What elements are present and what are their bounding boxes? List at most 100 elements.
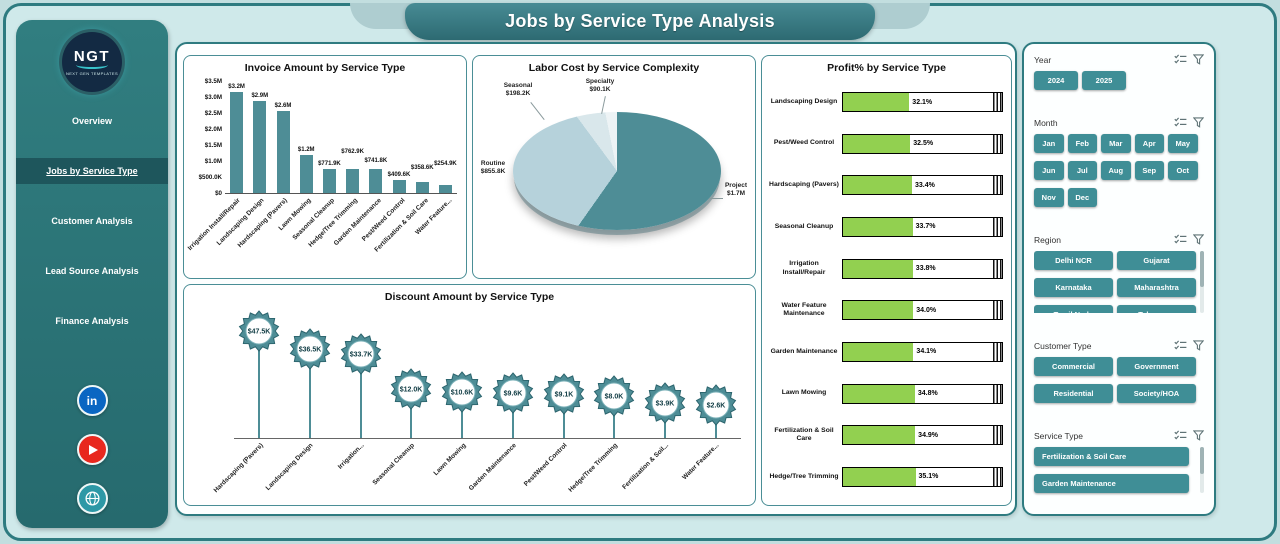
profit-bar[interactable]: 34.8% (842, 383, 1003, 404)
filter-option-2024[interactable]: 2024 (1034, 71, 1078, 90)
funnel-icon[interactable] (1193, 54, 1204, 65)
filter-option-mar[interactable]: Mar (1101, 134, 1131, 153)
pie-chart[interactable] (513, 112, 721, 230)
invoice-bar-group[interactable]: $741.8K (364, 82, 387, 193)
discount-item[interactable]: $33.7K (335, 311, 386, 438)
profit-bar[interactable]: 32.1% (842, 92, 1003, 112)
filter-option-tamil-nadu[interactable]: Tamil Nadu (1034, 305, 1113, 313)
checklist-icon[interactable] (1174, 117, 1187, 128)
invoice-x-labels: Irrigation Install/Repair Landscaping Des… (187, 195, 460, 275)
profit-bar[interactable]: 35.1% (842, 466, 1003, 487)
invoice-bar[interactable] (276, 111, 290, 193)
sidebar-item-label: Lead Source Analysis (45, 266, 139, 276)
scrollbar-thumb[interactable] (1200, 447, 1204, 474)
profit-bar[interactable]: 34.9% (842, 425, 1003, 446)
checklist-icon[interactable] (1174, 234, 1187, 245)
funnel-icon[interactable] (1193, 430, 1204, 441)
filter-option-fertilization-soil-care[interactable]: Fertilization & Soil Care (1034, 447, 1189, 466)
sidebar-item-lead-source-analysis[interactable]: Lead Source Analysis (16, 258, 168, 284)
discount-item[interactable]: $8.0K (589, 311, 640, 438)
invoice-bar-group[interactable]: $762.9K (341, 82, 364, 193)
discount-item[interactable]: $36.5K (285, 311, 336, 438)
sidebar-item-finance-analysis[interactable]: Finance Analysis (16, 308, 168, 334)
filter-option-residential[interactable]: Residential (1034, 384, 1113, 403)
profit-bar[interactable]: 32.5% (842, 133, 1003, 154)
funnel-icon[interactable] (1193, 117, 1204, 128)
filter-option-maharashtra[interactable]: Maharashtra (1117, 278, 1196, 297)
linkedin-icon[interactable]: in (76, 385, 108, 416)
star-badge: $36.5K (289, 328, 331, 370)
scrollbar[interactable] (1200, 447, 1204, 493)
profit-bar-fill (843, 301, 914, 320)
profit-bar[interactable]: 34.0% (842, 300, 1003, 321)
invoice-bar-group[interactable]: $2.6M (271, 82, 294, 193)
invoice-bar[interactable] (322, 169, 336, 193)
discount-item[interactable]: $9.6K (488, 311, 539, 438)
filter-option-delhi-ncr[interactable]: Delhi NCR (1034, 251, 1113, 270)
invoice-bar-group[interactable]: $771.9K (318, 82, 341, 193)
invoice-bar[interactable] (438, 185, 452, 193)
discount-item[interactable]: $12.0K (386, 311, 437, 438)
filter-option-aug[interactable]: Aug (1101, 161, 1131, 180)
profit-bar[interactable]: 33.4% (842, 175, 1003, 196)
youtube-icon[interactable] (76, 434, 108, 465)
invoice-bar-group[interactable]: $409.6K (387, 82, 410, 193)
filter-option-apr[interactable]: Apr (1134, 134, 1164, 153)
checklist-icon[interactable] (1174, 430, 1187, 441)
filter-option-commercial[interactable]: Commercial (1034, 357, 1113, 376)
discount-item[interactable]: $3.9K (640, 311, 691, 438)
globe-icon[interactable] (76, 483, 108, 514)
sidebar-item-jobs-by-service-type[interactable]: Jobs by Service Type (16, 158, 168, 184)
invoice-bar-group[interactable]: $358.6K (411, 82, 434, 193)
globe-glyph (84, 491, 100, 506)
filter-option-jun[interactable]: Jun (1034, 161, 1064, 180)
invoice-bar[interactable] (299, 155, 313, 193)
sidebar-item-overview[interactable]: Overview (16, 108, 168, 134)
chart-title-labor-cost: Labor Cost by Service Complexity (528, 62, 700, 74)
invoice-bar-group[interactable]: $1.2M (295, 82, 318, 193)
filter-option-2025[interactable]: 2025 (1082, 71, 1126, 90)
filter-option-karnataka[interactable]: Karnataka (1034, 278, 1113, 297)
checklist-icon[interactable] (1174, 54, 1187, 65)
filter-section-header: Year (1034, 54, 1204, 65)
filter-option-jul[interactable]: Jul (1067, 161, 1097, 180)
filter-option-society-hoa[interactable]: Society/HOA (1117, 384, 1196, 403)
filter-option-oct[interactable]: Oct (1168, 161, 1198, 180)
scrollbar[interactable] (1200, 251, 1204, 313)
filter-option-may[interactable]: May (1168, 134, 1198, 153)
invoice-bar[interactable] (346, 169, 360, 193)
filter-option-jan[interactable]: Jan (1034, 134, 1064, 153)
discount-item[interactable]: $2.6K (690, 311, 741, 438)
filter-option-dec[interactable]: Dec (1067, 188, 1097, 207)
filter-option-feb[interactable]: Feb (1067, 134, 1097, 153)
invoice-bar[interactable] (392, 180, 406, 193)
discount-item[interactable]: $47.5K (234, 310, 285, 438)
invoice-bar[interactable] (415, 182, 429, 193)
invoice-y-axis: $3.5M $3.0M $2.5M $2.0M $1.5M $1.0M $500.0K $0 (189, 78, 225, 197)
funnel-icon[interactable] (1193, 234, 1204, 245)
invoice-bar[interactable] (369, 169, 383, 193)
invoice-bar[interactable] (253, 101, 267, 193)
discount-item[interactable]: $10.6K (437, 311, 488, 438)
invoice-bar-group[interactable]: $2.9M (248, 82, 271, 193)
filter-option-government[interactable]: Government (1117, 357, 1196, 376)
invoice-bar-group[interactable]: $254.9K (434, 82, 457, 193)
invoice-bar-group[interactable]: $3.2M (225, 82, 248, 193)
lollipop-stick (410, 402, 413, 438)
star-badge: $12.0K (390, 368, 432, 410)
invoice-bar[interactable] (230, 92, 244, 193)
discount-item[interactable]: $9.1K (538, 311, 589, 438)
checklist-icon[interactable] (1174, 340, 1187, 351)
filter-option-gujarat[interactable]: Gujarat (1117, 251, 1196, 270)
filter-option-garden-maintenance[interactable]: Garden Maintenance (1034, 474, 1189, 493)
filter-option-telangana[interactable]: Telangana (1117, 305, 1196, 313)
sidebar: NGT NEXT GEN TEMPLATES Overview Jobs by S… (16, 20, 168, 528)
funnel-icon[interactable] (1193, 340, 1204, 351)
scrollbar-thumb[interactable] (1200, 251, 1204, 287)
filter-option-nov[interactable]: Nov (1034, 188, 1064, 207)
profit-bar[interactable]: 34.1% (842, 341, 1003, 362)
sidebar-item-customer-analysis[interactable]: Customer Analysis (16, 208, 168, 234)
profit-bar[interactable]: 33.7% (842, 216, 1003, 237)
filter-option-sep[interactable]: Sep (1134, 161, 1164, 180)
profit-bar[interactable]: 33.8% (842, 258, 1003, 279)
